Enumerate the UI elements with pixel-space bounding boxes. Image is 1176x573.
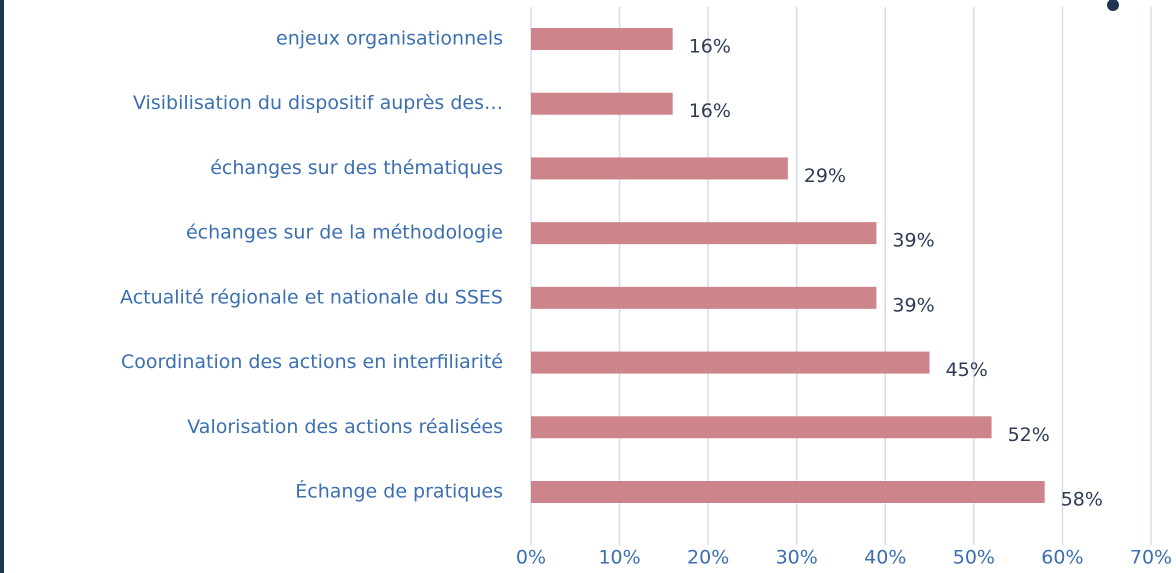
bar <box>531 416 992 439</box>
x-tick-label: 10% <box>598 547 640 569</box>
value-label: 16% <box>689 36 731 58</box>
category-label: échanges sur des thématiques <box>210 157 503 179</box>
x-tick-label: 50% <box>953 547 995 569</box>
category-label: Actualité régionale et nationale du SSES <box>120 286 503 308</box>
value-label: 39% <box>892 294 934 316</box>
category-label: Visibilisation du dispositif auprès des… <box>133 92 503 114</box>
bar <box>531 481 1045 503</box>
bar <box>531 286 877 309</box>
x-tick-label: 70% <box>1130 547 1172 569</box>
category-label: Échange de pratiques <box>295 480 503 503</box>
bar <box>531 351 930 374</box>
x-tick-label: 20% <box>687 547 729 569</box>
x-tick-label: 0% <box>516 547 546 569</box>
bar <box>531 92 673 115</box>
value-label: 29% <box>804 165 846 187</box>
value-label: 52% <box>1008 424 1050 446</box>
category-label: enjeux organisationnels <box>276 28 503 50</box>
x-tick-label: 40% <box>864 547 906 569</box>
bar <box>531 157 788 180</box>
bar <box>531 28 673 50</box>
value-label: 45% <box>946 359 988 381</box>
category-label: Valorisation des actions réalisées <box>187 416 503 438</box>
category-label: échanges sur de la méthodologie <box>186 222 503 244</box>
value-label: 39% <box>892 230 934 252</box>
bar <box>531 222 877 245</box>
x-tick-label: 60% <box>1041 547 1083 569</box>
decoration-dot <box>1107 0 1119 11</box>
left-border <box>0 0 4 573</box>
value-label: 58% <box>1061 489 1103 511</box>
x-tick-label: 30% <box>776 547 818 569</box>
value-label: 16% <box>689 100 731 122</box>
category-label: Coordination des actions en interfiliari… <box>121 351 503 373</box>
